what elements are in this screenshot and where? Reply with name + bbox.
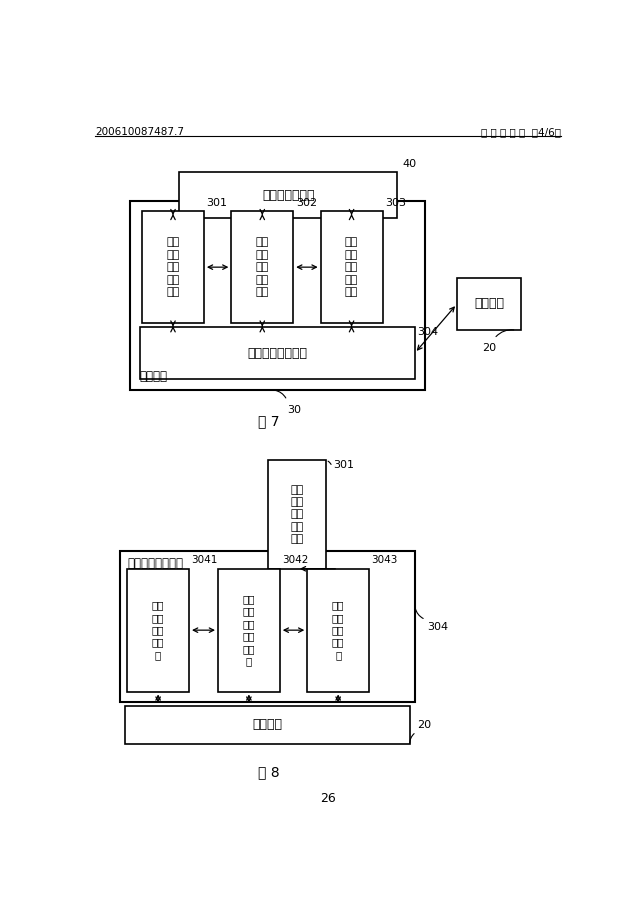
Text: 20: 20 xyxy=(482,343,496,353)
Text: 20: 20 xyxy=(417,720,431,730)
FancyBboxPatch shape xyxy=(179,172,397,218)
FancyBboxPatch shape xyxy=(125,705,410,744)
Text: 本地地图数据库: 本地地图数据库 xyxy=(262,189,315,201)
FancyBboxPatch shape xyxy=(457,278,522,331)
Text: 301: 301 xyxy=(333,460,354,470)
FancyBboxPatch shape xyxy=(140,327,415,379)
Text: 301: 301 xyxy=(207,198,227,208)
Text: 302: 302 xyxy=(296,198,317,208)
Text: 地图
引擎
功能
计算
模块: 地图 引擎 功能 计算 模块 xyxy=(291,485,303,544)
Text: 地图
数据
装载
子模
块: 地图 数据 装载 子模 块 xyxy=(332,600,344,660)
FancyBboxPatch shape xyxy=(142,211,204,323)
Text: 304: 304 xyxy=(417,327,438,337)
FancyBboxPatch shape xyxy=(231,211,293,323)
FancyBboxPatch shape xyxy=(120,551,415,702)
Text: 3042: 3042 xyxy=(282,556,308,565)
Text: 3041: 3041 xyxy=(191,556,218,565)
Text: 接口模块: 接口模块 xyxy=(474,298,504,311)
FancyBboxPatch shape xyxy=(129,200,425,390)
Text: 地图引擎核心模块: 地图引擎核心模块 xyxy=(247,346,307,360)
Text: 地图
引擎
交互
显示
模块: 地图 引擎 交互 显示 模块 xyxy=(345,238,358,297)
Text: 地图引擎核心模块: 地图引擎核心模块 xyxy=(127,557,183,570)
FancyBboxPatch shape xyxy=(321,211,383,323)
FancyBboxPatch shape xyxy=(269,460,326,568)
Text: 图 8: 图 8 xyxy=(258,765,279,779)
Text: 304: 304 xyxy=(428,621,449,631)
FancyBboxPatch shape xyxy=(218,568,280,691)
Text: 30: 30 xyxy=(287,405,301,415)
Text: 26: 26 xyxy=(320,792,336,804)
Text: 接口模块: 接口模块 xyxy=(252,719,282,732)
FancyBboxPatch shape xyxy=(307,568,369,691)
Text: 303: 303 xyxy=(385,198,406,208)
Text: 40: 40 xyxy=(403,159,417,169)
Text: 地图引擎: 地图引擎 xyxy=(140,370,168,383)
Text: 200610087487.7: 200610087487.7 xyxy=(95,127,184,137)
Text: 说 明 书 附 图  第4/6页: 说 明 书 附 图 第4/6页 xyxy=(481,127,561,137)
Text: 3043: 3043 xyxy=(372,556,398,565)
Text: 地图
引擎
功能
计算
模块: 地图 引擎 功能 计算 模块 xyxy=(166,238,180,297)
Text: 地图
引擎
功能
控制
模块: 地图 引擎 功能 控制 模块 xyxy=(255,238,269,297)
FancyBboxPatch shape xyxy=(127,568,189,691)
Text: 图 7: 图 7 xyxy=(258,415,279,428)
Text: 地图
基础
对象
计算
子模
块: 地图 基础 对象 计算 子模 块 xyxy=(243,594,255,666)
Text: 地图
数据
调用
子模
块: 地图 数据 调用 子模 块 xyxy=(152,600,164,660)
